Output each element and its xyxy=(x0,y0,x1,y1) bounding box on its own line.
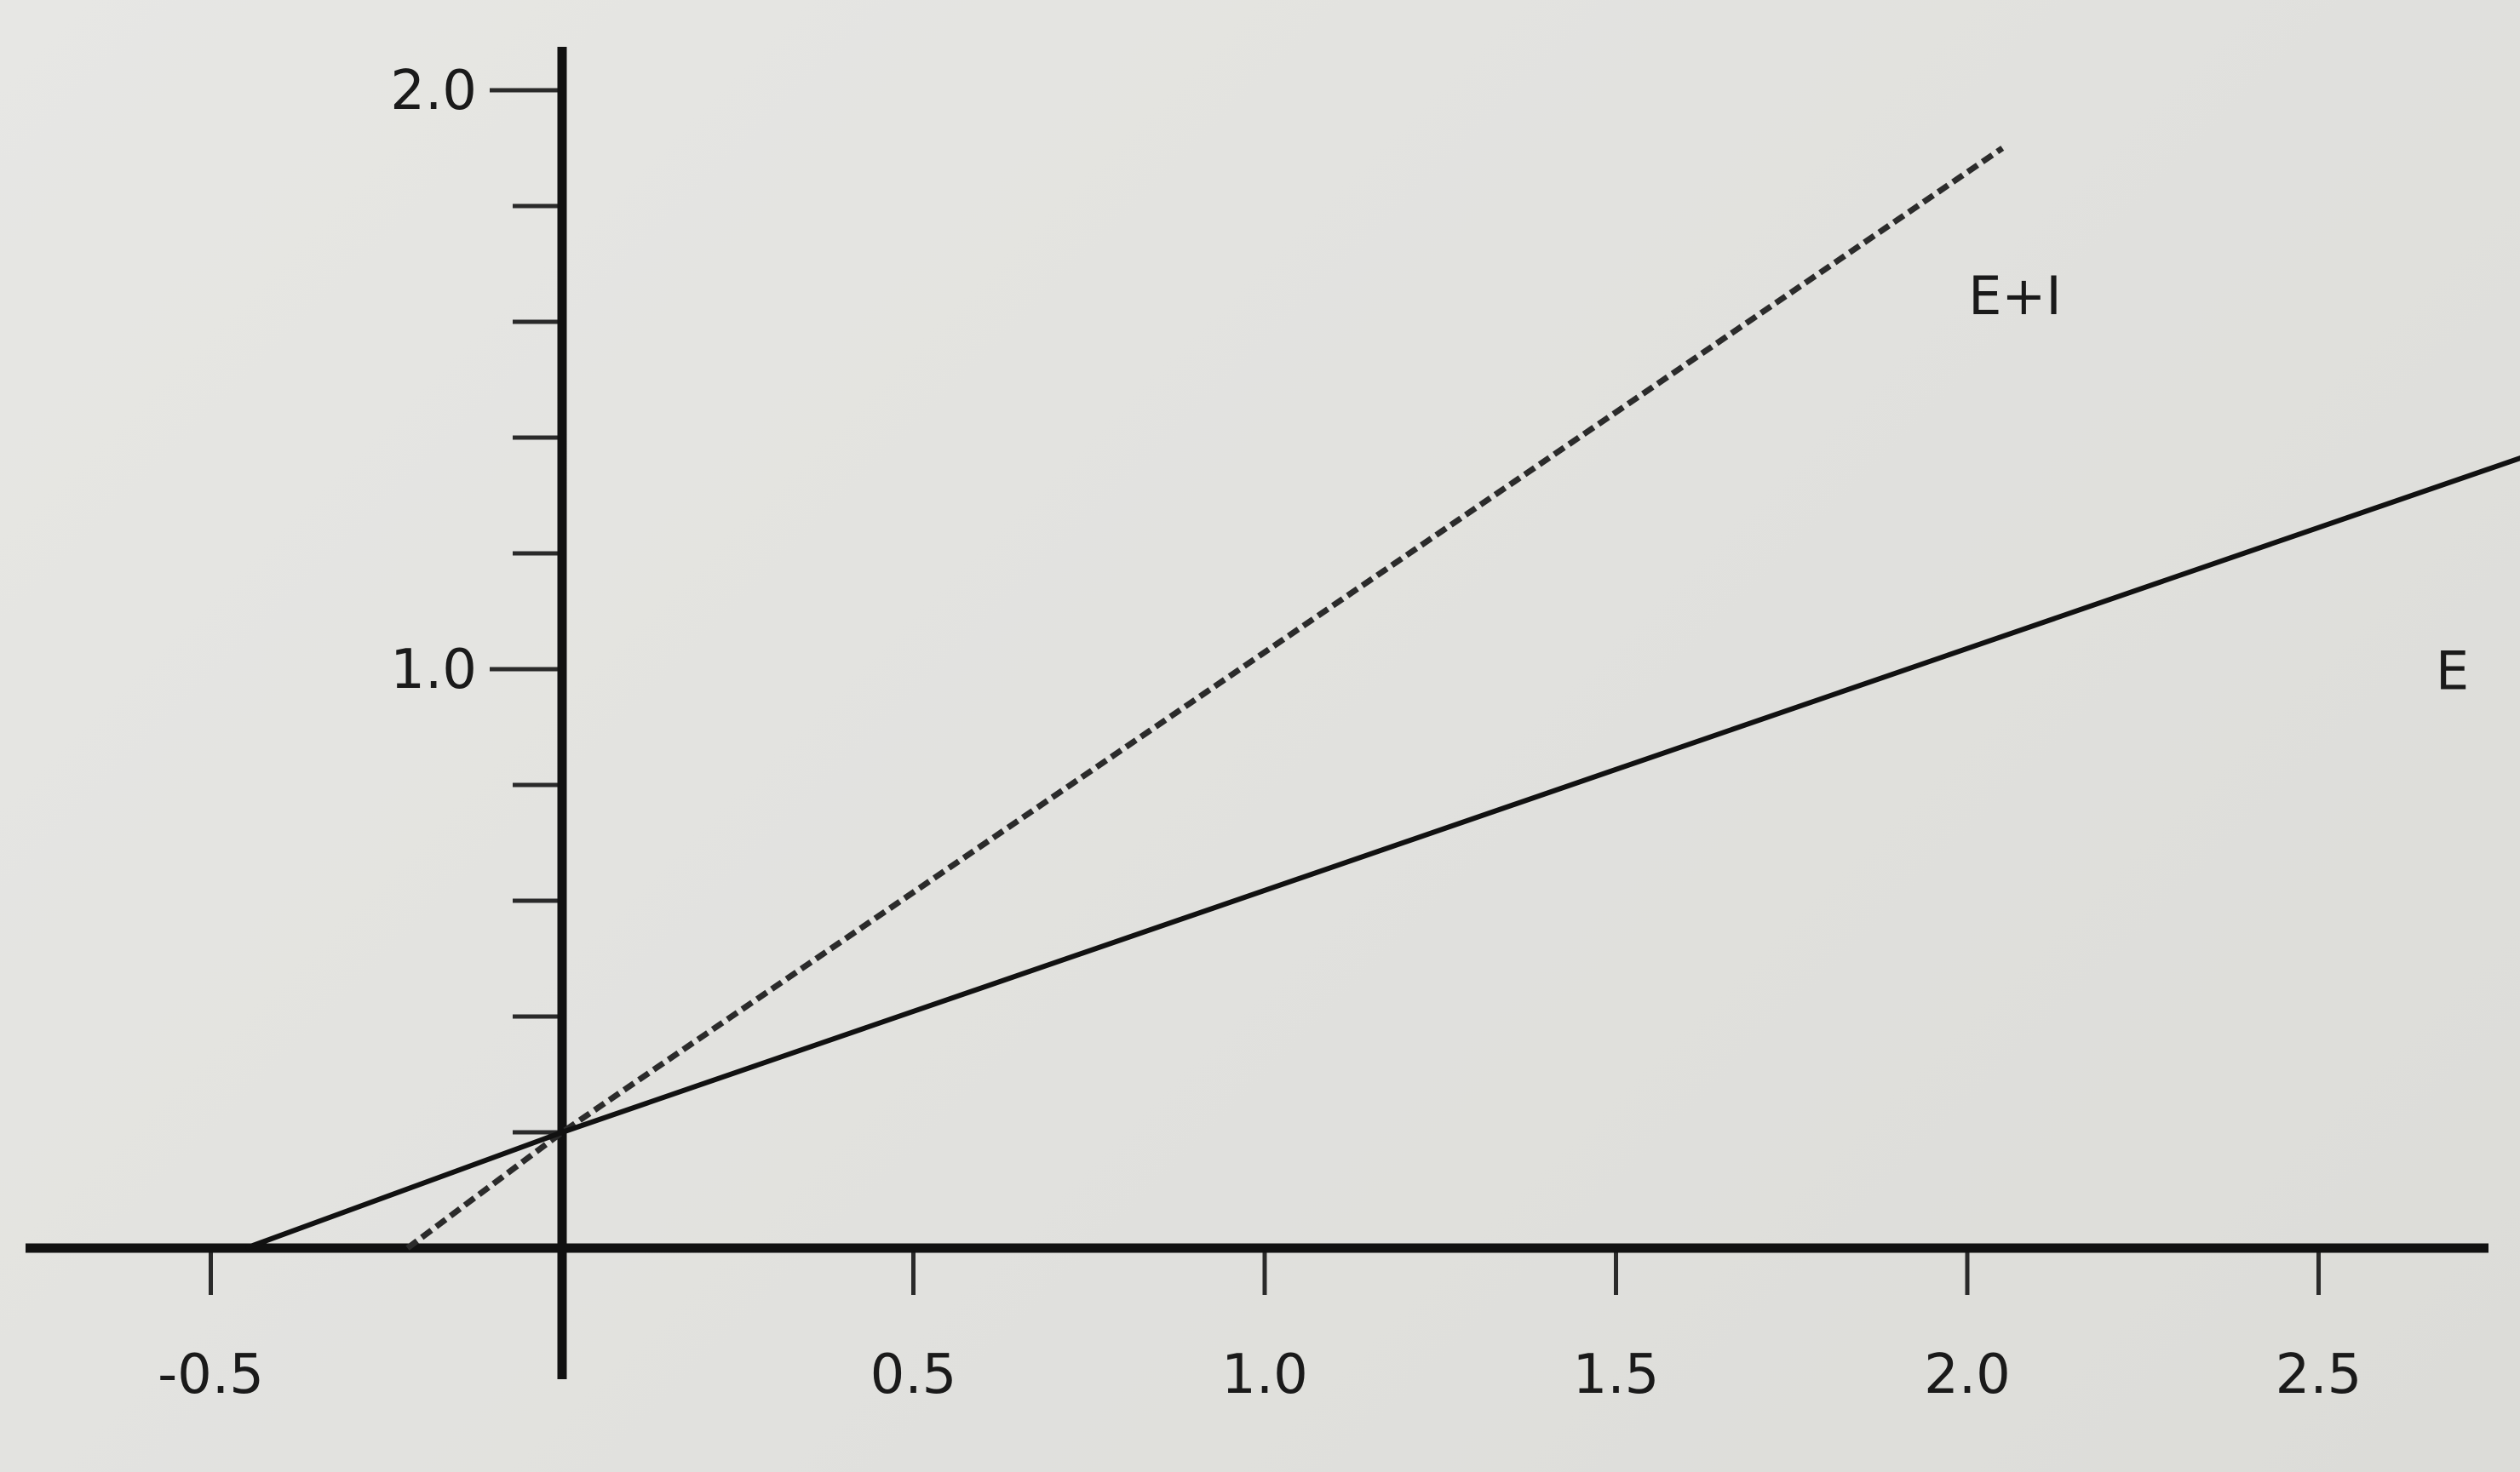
series-lines xyxy=(244,146,2520,1251)
x-ticks: -0.5 0.5 1.0 1.5 2.0 2.5 xyxy=(158,1248,2362,1406)
x-tick-label: 1.5 xyxy=(1573,1343,1660,1406)
y-tick-label: 2.0 xyxy=(390,60,477,123)
series-line-1 xyxy=(405,146,2005,1251)
series-labels: E+I E xyxy=(1968,265,2469,702)
x-tick-label: 2.5 xyxy=(2276,1343,2362,1406)
x-tick-label: 0.5 xyxy=(870,1343,957,1406)
y-tick-label: 1.0 xyxy=(390,639,477,702)
x-tick-label: 1.0 xyxy=(1221,1343,1308,1406)
x-tick-label: -0.5 xyxy=(158,1343,264,1406)
series-label-2: E xyxy=(2436,639,2469,702)
series-line-2 xyxy=(244,455,2520,1251)
y-minor-ticks xyxy=(513,203,562,1135)
series-label-1: E+I xyxy=(1968,265,2061,327)
x-tick-label: 2.0 xyxy=(1924,1343,2011,1406)
y-major-ticks: 1.0 2.0 xyxy=(390,60,562,702)
